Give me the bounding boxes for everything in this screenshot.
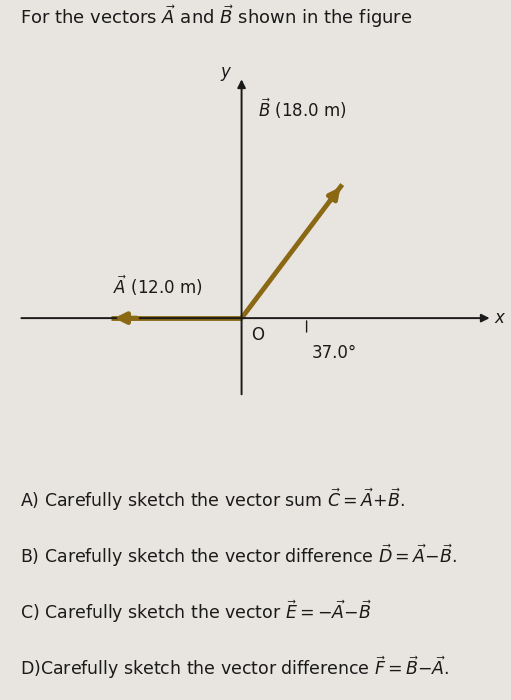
- Text: $\vec{B}$ (18.0 m): $\vec{B}$ (18.0 m): [258, 97, 347, 121]
- Text: C) Carefully sketch the vector $\vec{E}$$=$$-$$\vec{A}$$-$$\vec{B}$: C) Carefully sketch the vector $\vec{E}$…: [20, 598, 373, 625]
- Text: For the vectors $\vec{A}$ and $\vec{B}$ shown in the figure: For the vectors $\vec{A}$ and $\vec{B}$ …: [20, 4, 413, 30]
- Text: B) Carefully sketch the vector difference $\vec{D}$$=$$\vec{A}$$-$$\vec{B}$.: B) Carefully sketch the vector differenc…: [20, 542, 457, 569]
- Text: A) Carefully sketch the vector sum $\vec{C}$$=$$\vec{A}$$+$$\vec{B}$.: A) Carefully sketch the vector sum $\vec…: [20, 486, 405, 513]
- Text: 37.0°: 37.0°: [311, 344, 357, 362]
- Text: y: y: [221, 63, 230, 81]
- Text: D)Carefully sketch the vector difference $\vec{F}$$=$$\vec{B}$$-$$\vec{A}$.: D)Carefully sketch the vector difference…: [20, 654, 450, 681]
- Text: x: x: [495, 309, 505, 327]
- Text: O: O: [251, 326, 264, 344]
- Text: $\vec{A}$ (12.0 m): $\vec{A}$ (12.0 m): [113, 273, 203, 298]
